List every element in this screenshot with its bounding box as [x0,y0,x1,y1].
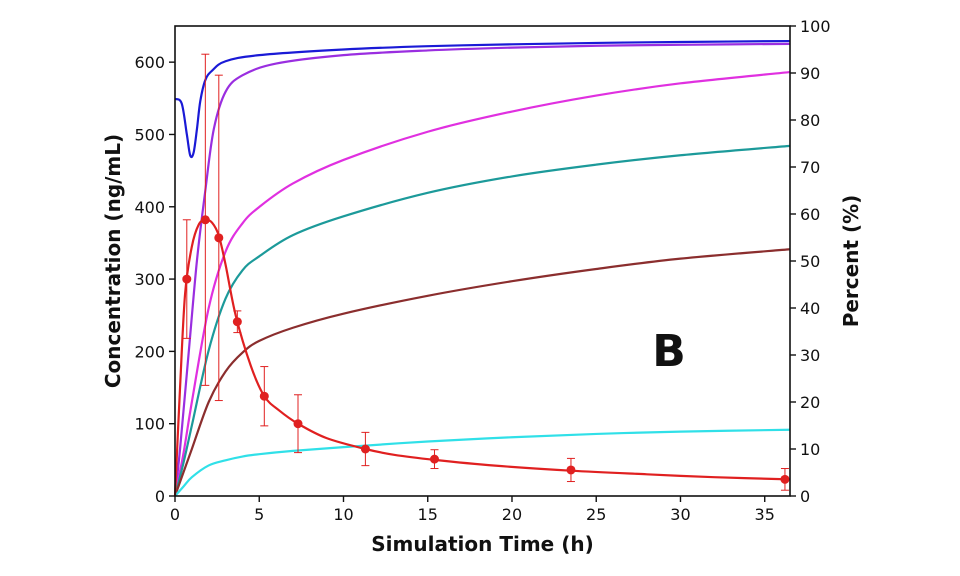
right-y-tick-label: 90 [800,64,820,83]
right-y-tick-label: 50 [800,252,820,271]
right-y-tick-label: 20 [800,393,820,412]
x-tick-label: 25 [586,505,606,524]
x-tick-label: 30 [670,505,690,524]
right-y-tick-label: 100 [800,17,831,36]
panel-label: B [652,326,686,377]
right-y-tick-label: 40 [800,299,820,318]
left-y-axis-title: Concentration (ng/mL) [101,134,125,388]
percent-series-line-3 [173,70,791,497]
left-y-axis: 0 100 200 300 400 500 600 [134,53,175,506]
percent-series-line-1 [174,39,791,159]
right-y-tick-label: 70 [800,158,820,177]
x-tick-label: 10 [333,505,353,524]
concentration-point-2 [200,215,210,225]
concentration-fit-line [173,218,791,497]
x-tick-label: 20 [502,505,522,524]
x-tick-label: 15 [418,505,438,524]
concentration-point-10 [780,474,790,484]
left-y-tick-label: 0 [155,487,165,506]
right-y-tick-label: 80 [800,111,820,130]
series-layer [173,39,791,497]
concentration-point-8 [429,454,439,464]
left-y-tick-label: 200 [134,342,165,361]
right-y-tick-label: 60 [800,205,820,224]
concentration-point-5 [259,391,269,401]
right-y-tick-label: 0 [800,487,810,506]
left-y-tick-label: 300 [134,270,165,289]
right-y-tick-label: 30 [800,346,820,365]
concentration-point-6 [293,419,303,429]
x-tick-label: 0 [170,505,180,524]
right-y-tick-label: 10 [800,440,820,459]
left-y-tick-label: 100 [134,415,165,434]
x-axis-title: Simulation Time (h) [371,532,593,556]
concentration-point-4 [232,317,242,327]
x-tick-label: 35 [755,505,775,524]
concentration-point-9 [566,465,576,475]
percent-series-line-5 [173,248,791,497]
left-y-tick-label: 600 [134,53,165,72]
concentration-point-7 [360,444,370,454]
right-y-axis: 0 10 20 30 40 50 60 70 80 90 100 [790,17,831,506]
percent-series-line-6 [174,428,791,497]
right-y-axis-title: Percent (%) [839,195,863,328]
percent-series-line-2 [173,42,791,497]
x-tick-label: 5 [254,505,264,524]
percent-series-line-4 [173,144,791,497]
concentration-point-1 [182,274,192,284]
left-y-tick-label: 400 [134,198,165,217]
left-y-tick-label: 500 [134,125,165,144]
concentration-point-3 [214,233,224,243]
x-axis: 0 5 10 15 20 25 30 35 [170,496,775,524]
